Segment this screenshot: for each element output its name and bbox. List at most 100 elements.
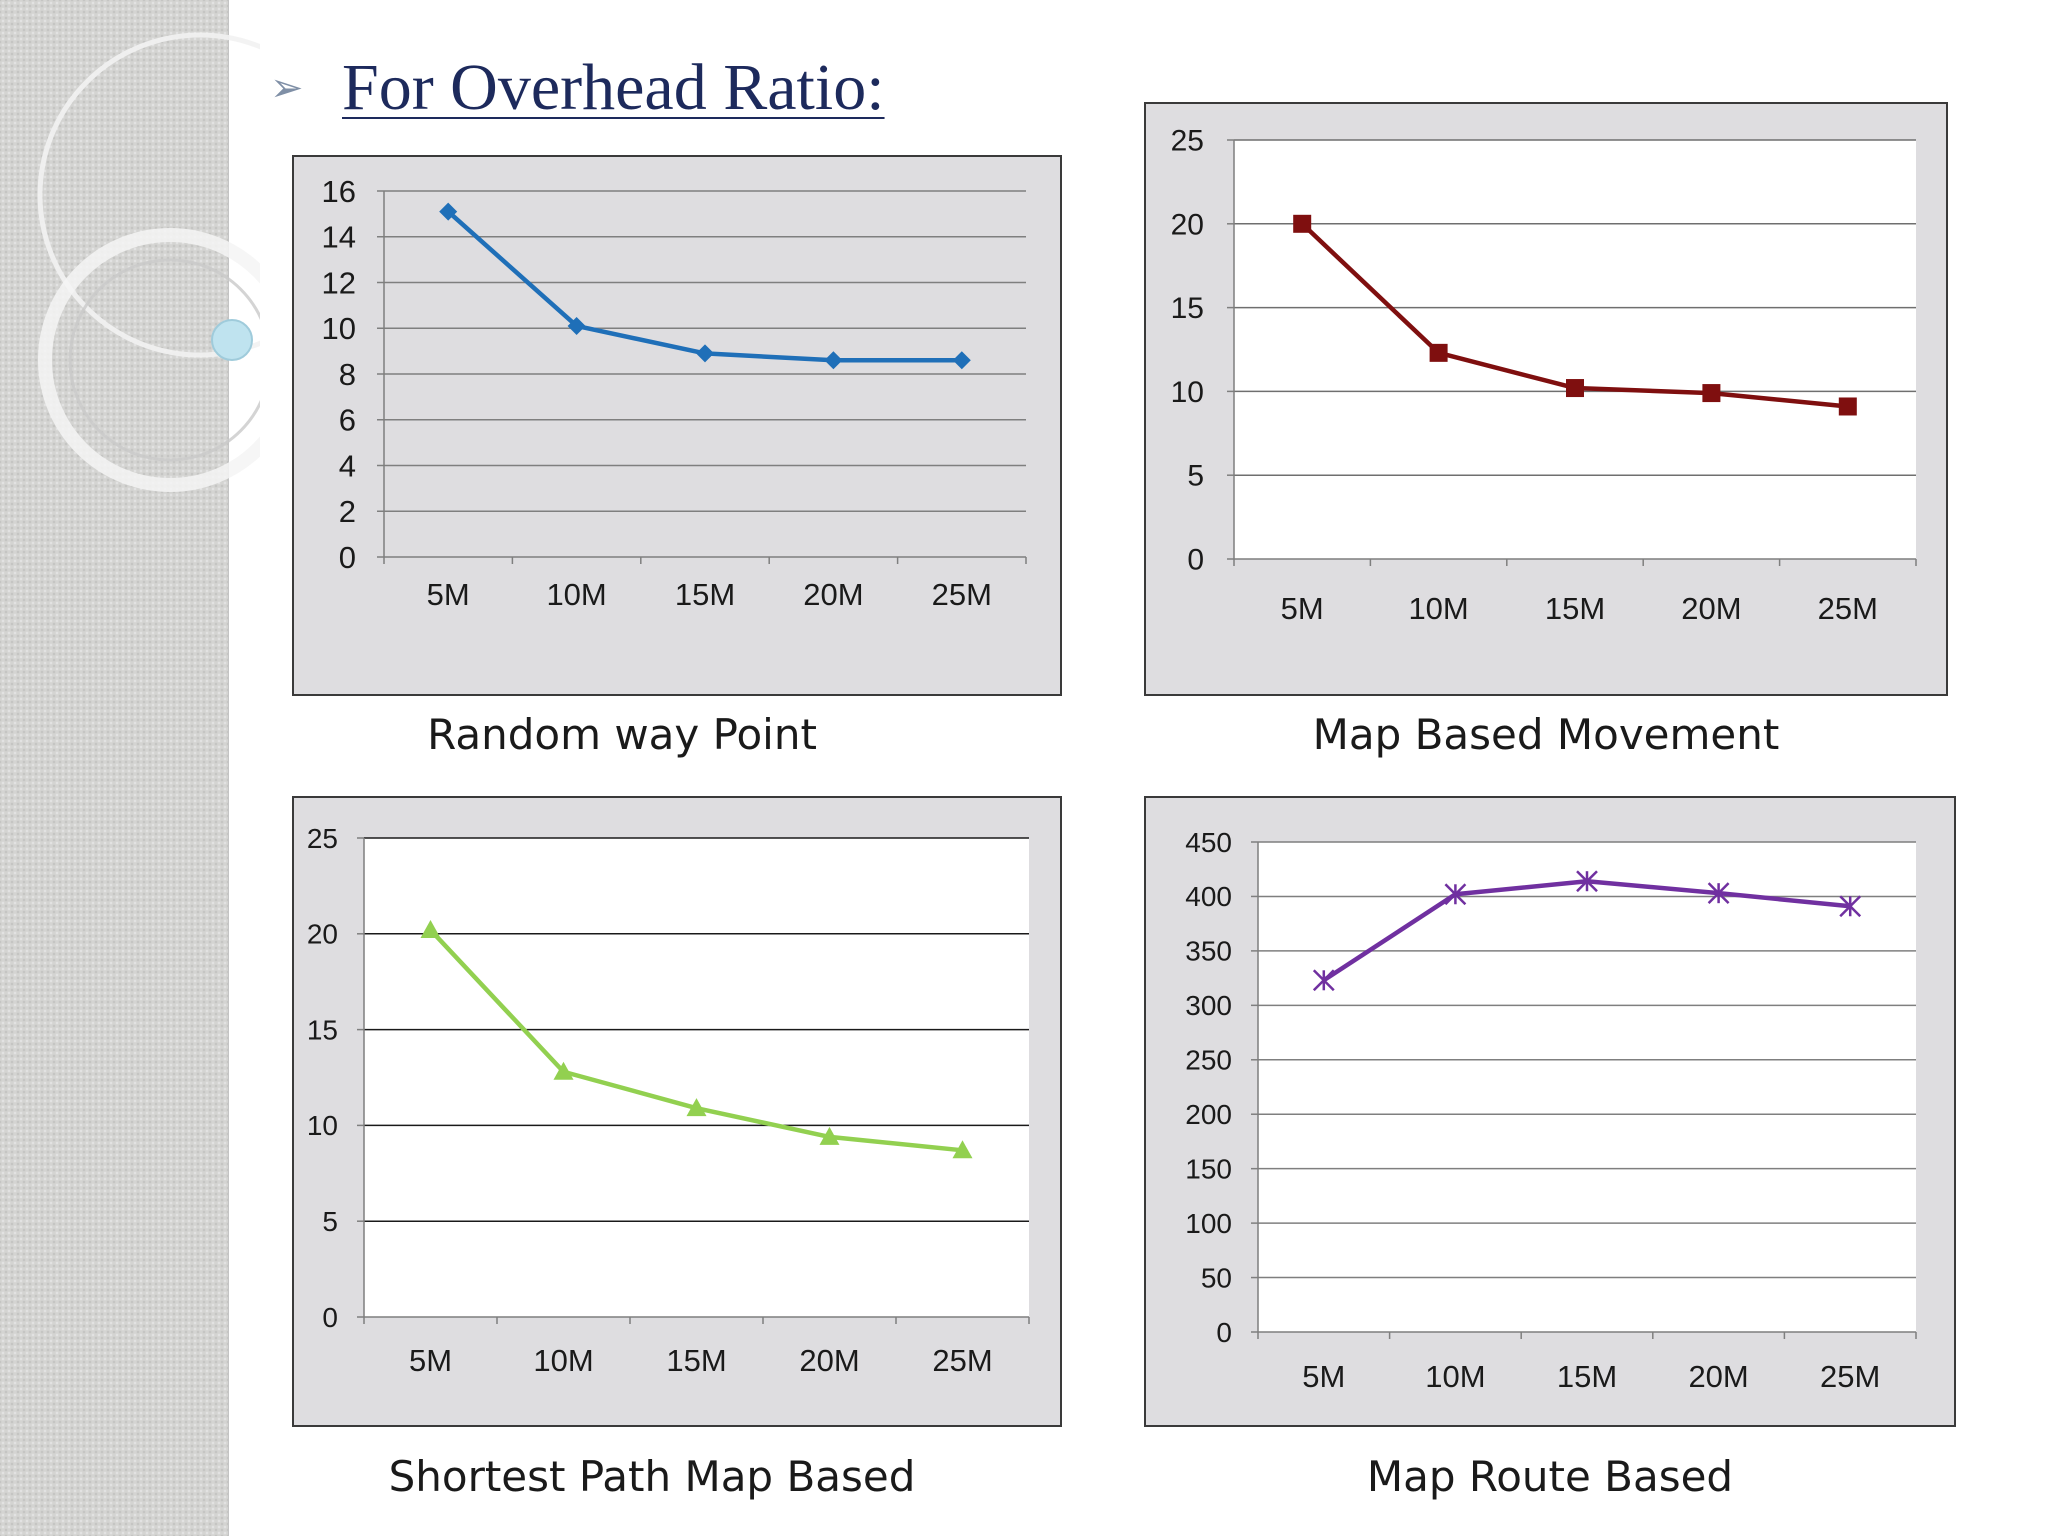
y-tick-label: 12 (322, 265, 356, 300)
y-tick-label: 10 (307, 1110, 338, 1141)
caption-map-route-based: Map Route Based (1366, 1452, 1734, 1501)
y-tick-label: 0 (1216, 1317, 1232, 1348)
x-tick-label: 20M (799, 1343, 859, 1378)
y-tick-label: 450 (1185, 827, 1232, 858)
y-tick-label: 10 (1171, 376, 1204, 409)
x-tick-label: 15M (675, 577, 735, 612)
caption-shortest-path-map-based: Shortest Path Map Based (388, 1452, 916, 1501)
caption-map-based-movement: Map Based Movement (1312, 710, 1780, 759)
marker-square (1429, 343, 1448, 362)
data-point (1293, 214, 1312, 233)
data-point (553, 1061, 574, 1080)
marker-diamond (824, 351, 843, 370)
plot-area (1258, 842, 1916, 1332)
x-tick-label: 15M (1557, 1359, 1617, 1394)
marker-diamond (952, 351, 971, 370)
x-tick-label: 5M (409, 1343, 452, 1378)
x-tick-label: 5M (1281, 591, 1324, 626)
y-tick-label: 15 (1171, 292, 1204, 325)
marker-triangle (952, 1140, 973, 1159)
decorative-rings (37, 32, 260, 492)
y-tick-label: 8 (339, 357, 356, 392)
data-point (1429, 343, 1448, 362)
y-tick-label: 200 (1185, 1099, 1232, 1130)
y-tick-label: 5 (322, 1206, 338, 1237)
y-tick-label: 16 (322, 174, 356, 209)
data-point (1566, 379, 1584, 398)
y-tick-label: 10 (322, 311, 356, 346)
x-tick-label: 5M (1302, 1359, 1345, 1394)
marker-square (1566, 379, 1584, 398)
chart-map-based-movement: 0 5 10 15 20 25 5M 10M 15M 20M 25M (1171, 125, 1917, 626)
plot-area (1234, 140, 1916, 559)
y-tick-label: 50 (1201, 1262, 1232, 1293)
y-tick-label: 14 (322, 220, 356, 255)
marker-diamond (696, 344, 714, 363)
marker-triangle (553, 1061, 574, 1080)
data-point (686, 1098, 707, 1117)
slide-title-row: ➢ For Overhead Ratio: (270, 48, 885, 128)
chart-shortest-path-map-based: 0 5 10 15 20 25 5M 10M 15M 20M 25M (307, 823, 1030, 1378)
data-point (819, 1126, 840, 1145)
arrow-bullet-icon: ➢ (270, 65, 304, 111)
marker-square (1293, 214, 1312, 233)
y-tick-label: 300 (1185, 990, 1232, 1021)
marker-triangle (686, 1098, 707, 1117)
chart-map-route-based: 0 50 100 150 200 250 300 350 400 450 5M 10M 15M 20M 25… (1185, 827, 1917, 1394)
x-tick-label: 25M (1820, 1359, 1880, 1394)
y-tick-label: 20 (1171, 208, 1204, 241)
data-point (824, 351, 843, 370)
plot-area (364, 838, 1029, 1317)
y-tick-label: 250 (1185, 1045, 1232, 1076)
chart-panel-map-based-movement: 0 5 10 15 20 25 5M 10M 15M 20M 25M (1144, 102, 1948, 696)
chart-panel-map-route-based: 0 50 100 150 200 250 300 350 400 450 5M 10M 15M 20M 25… (1144, 796, 1956, 1427)
x-tick-label: 5M (427, 577, 470, 612)
x-tick-label: 15M (1545, 591, 1605, 626)
y-tick-label: 350 (1185, 936, 1232, 967)
data-point (1702, 384, 1721, 403)
marker-square (1838, 397, 1857, 416)
data-point (567, 316, 586, 335)
x-tick-label: 20M (803, 577, 863, 612)
series-line (446, 209, 962, 363)
marker-triangle (819, 1126, 840, 1145)
y-tick-label: 100 (1185, 1208, 1232, 1239)
slide-title: For Overhead Ratio: (342, 51, 885, 124)
x-tick-label: 20M (1681, 591, 1741, 626)
data-point (952, 1140, 973, 1159)
y-tick-label: 150 (1185, 1153, 1232, 1184)
data-point (1707, 882, 1730, 905)
data-point (1444, 883, 1467, 906)
x-tick-label: 10M (546, 577, 606, 612)
data-point (696, 344, 714, 363)
data-point (439, 202, 458, 221)
x-tick-label: 25M (1818, 591, 1878, 626)
marker-triangle (420, 919, 441, 938)
marker-diamond (439, 202, 458, 221)
data-point (1838, 397, 1857, 416)
x-tick-label: 25M (932, 1343, 992, 1378)
y-tick-label: 25 (307, 823, 338, 854)
marker-diamond (567, 316, 586, 335)
data-point (1839, 895, 1862, 918)
data-point (1576, 870, 1598, 893)
x-tick-label: 10M (1425, 1359, 1485, 1394)
y-tick-label: 400 (1185, 881, 1232, 912)
x-tick-label: 20M (1688, 1359, 1748, 1394)
data-point (420, 919, 441, 938)
y-tick-label: 15 (307, 1014, 338, 1045)
chart-random-way-point: 0 2 4 6 8 10 12 14 16 5M 10M 15M 20M 25M (322, 174, 1027, 612)
chart-panel-shortest-path-map-based: 0 5 10 15 20 25 5M 10M 15M 20M 25M (292, 796, 1062, 1427)
caption-random-way-point: Random way Point (427, 710, 817, 759)
y-tick-label: 2 (339, 494, 356, 529)
x-tick-label: 10M (1408, 591, 1468, 626)
y-tick-label: 20 (307, 919, 338, 950)
y-tick-label: 5 (1187, 460, 1204, 493)
y-tick-label: 0 (1187, 544, 1204, 577)
data-point (952, 351, 971, 370)
x-tick-label: 15M (666, 1343, 726, 1378)
marker-square (1702, 384, 1721, 403)
y-tick-label: 6 (339, 403, 356, 438)
y-tick-label: 0 (339, 540, 356, 575)
chart-panel-random-way-point: 0 2 4 6 8 10 12 14 16 5M 10M 15M 20M 25M (292, 155, 1062, 696)
